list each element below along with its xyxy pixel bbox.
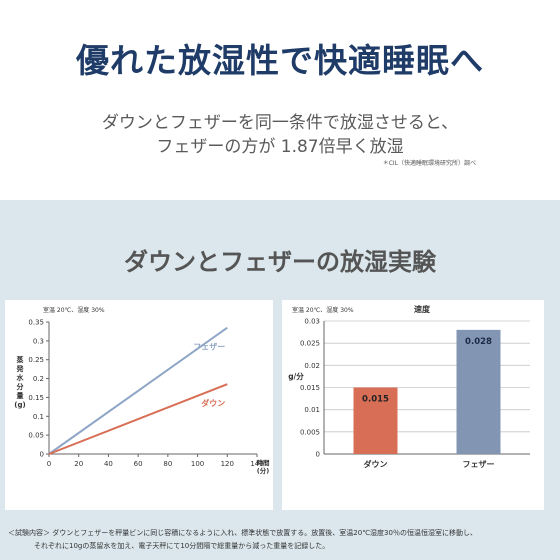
bar-value-label: 0.015	[362, 395, 389, 405]
y-tick-label: 0.025	[300, 340, 320, 348]
y-tick-label: 0	[40, 451, 44, 459]
y-tick-label: 0.3	[33, 337, 44, 345]
source-note: ＊CIL（快適睡眠環境研究所）調べ	[382, 160, 476, 167]
y-tick-label: 0.01	[304, 406, 320, 414]
y-axis-label: g/分	[288, 371, 304, 381]
x-tick-label: 80	[163, 460, 172, 468]
subtitle-line-1: ダウンとフェザーを同一条件で放湿させると、	[101, 113, 459, 133]
section-title: ダウンとフェザーの放湿実験	[124, 248, 436, 276]
bar-chart: 室温 20℃、湿度 30% 速度 0 0.005 0.01 0.015 0.02 0.025 0…	[288, 304, 530, 469]
y-tick-label: 0	[316, 451, 320, 459]
condition-note: 室温 20℃、湿度 30%	[43, 306, 105, 314]
bar	[456, 329, 501, 454]
bar	[353, 387, 398, 454]
line-chart: 室温 20℃、湿度 30% 0 0.05 0.1 0.15 0.2 0.25 0.3 0.35 0…	[14, 306, 271, 475]
bar-chart-title: 速度	[414, 304, 431, 314]
x-tick-label: 100	[191, 460, 204, 468]
y-tick-label: 0.2	[33, 375, 44, 383]
x-tick-label: 60	[134, 460, 143, 468]
y-tick-label: 0.05	[28, 432, 44, 440]
x-tick-label: 40	[104, 460, 113, 468]
y-tick-label: 0.1	[33, 413, 44, 421]
y-tick-label: 0.03	[304, 318, 320, 326]
bar-value-label: 0.028	[465, 337, 492, 347]
y-axis-label: 量	[17, 391, 24, 400]
page-title: 優れた放湿性で快適睡眠へ	[76, 41, 484, 80]
condition-note: 室温 20℃、湿度 30%	[292, 306, 354, 314]
series-label: ダウン	[201, 398, 225, 408]
y-axis-label: (g)	[14, 401, 25, 409]
y-tick-label: 0.25	[28, 356, 44, 364]
y-tick-label: 0.02	[304, 362, 320, 370]
x-tick-label: 0	[47, 460, 51, 468]
subtitle-line-2: フェザーの方が 1.87倍早く放湿	[156, 137, 404, 157]
x-axis-label: (分)	[257, 466, 269, 475]
series-line	[48, 383, 228, 455]
y-tick-label: 0.005	[300, 428, 320, 436]
y-axis-label: 蒸	[17, 355, 24, 364]
y-axis-label: 水	[17, 373, 25, 382]
x-category-label: フェザー	[463, 460, 495, 469]
x-category-label: ダウン	[364, 459, 388, 469]
y-tick-label: 0.15	[28, 394, 44, 402]
x-axis-label: 時間	[257, 458, 271, 467]
y-axis-label: 分	[17, 382, 24, 391]
x-tick-label: 20	[74, 460, 83, 468]
y-axis-label: 発	[16, 364, 25, 373]
footer-line-1: ＜試験内容＞ ダウンとフェザーを秤量ビンに同じ容積になるように入れ、標準状態で放…	[8, 529, 477, 537]
y-tick-label: 0.015	[300, 384, 320, 392]
y-tick-label: 0.35	[28, 319, 44, 327]
footer-line-2: それぞれに10gの蒸留水を加え、電子天秤にて10分間隔で総重量から減った重量を記…	[34, 542, 330, 550]
line-chart-card: 室温 20℃、湿度 30% 0 0.05 0.1 0.15 0.2 0.25 0.3 0.35 0…	[5, 300, 273, 510]
series-line	[48, 326, 228, 455]
header-area: 優れた放湿性で快適睡眠へ ダウンとフェザーを同一条件で放湿させると、 フェザーの…	[0, 0, 560, 200]
series-label: フェザー	[193, 343, 225, 352]
x-tick-label: 120	[221, 460, 234, 468]
bar-chart-card: 室温 20℃、湿度 30% 速度 0 0.005 0.01 0.015 0.02 0.025 0…	[282, 300, 544, 510]
x-tick-label: 140	[250, 460, 263, 468]
